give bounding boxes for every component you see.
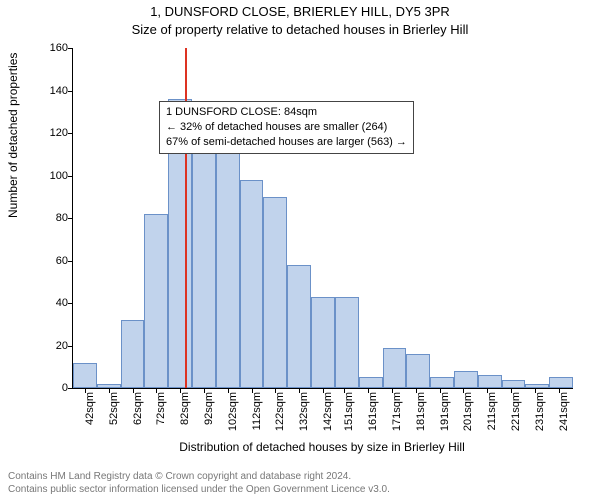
x-tick-label: 211sqm bbox=[486, 392, 498, 432]
y-tick-mark bbox=[68, 218, 73, 219]
y-tick-mark bbox=[68, 91, 73, 92]
y-tick-label: 100 bbox=[8, 170, 68, 182]
annotation-line-1: 1 DUNSFORD CLOSE: 84sqm bbox=[166, 105, 407, 120]
histogram-bar bbox=[525, 384, 549, 388]
y-tick-mark bbox=[68, 261, 73, 262]
histogram-bar bbox=[311, 297, 335, 388]
annotation-line-2: ← 32% of detached houses are smaller (26… bbox=[166, 120, 407, 135]
histogram-bar bbox=[502, 380, 526, 389]
histogram-bar bbox=[454, 371, 478, 388]
y-tick-label: 160 bbox=[8, 42, 68, 54]
x-tick-label: 201sqm bbox=[462, 392, 474, 432]
x-tick-label: 231sqm bbox=[534, 392, 546, 432]
x-tick-label: 52sqm bbox=[108, 392, 120, 432]
y-tick-mark bbox=[68, 388, 73, 389]
histogram-bar bbox=[121, 320, 145, 388]
x-tick-label: 102sqm bbox=[227, 392, 239, 432]
histogram-bar bbox=[263, 197, 287, 388]
histogram-bar bbox=[478, 375, 502, 388]
histogram-bar bbox=[192, 116, 216, 388]
x-tick-label: 142sqm bbox=[322, 392, 334, 432]
histogram-bar bbox=[430, 377, 454, 388]
x-tick-label: 92sqm bbox=[203, 392, 215, 432]
annotation-line-3: 67% of semi-detached houses are larger (… bbox=[166, 135, 407, 150]
x-tick-label: 42sqm bbox=[84, 392, 96, 432]
y-tick-label: 60 bbox=[8, 255, 68, 267]
x-tick-label: 181sqm bbox=[415, 392, 427, 432]
x-axis-label: Distribution of detached houses by size … bbox=[72, 440, 572, 454]
histogram-bar bbox=[359, 377, 383, 388]
y-tick-label: 80 bbox=[8, 212, 68, 224]
histogram-bar bbox=[383, 348, 407, 388]
y-tick-mark bbox=[68, 48, 73, 49]
x-tick-label: 122sqm bbox=[274, 392, 286, 432]
annotation-box: 1 DUNSFORD CLOSE: 84sqm ← 32% of detache… bbox=[159, 101, 414, 154]
x-tick-label: 151sqm bbox=[343, 392, 355, 432]
y-tick-mark bbox=[68, 176, 73, 177]
x-tick-label: 161sqm bbox=[367, 392, 379, 432]
x-tick-label: 72sqm bbox=[155, 392, 167, 432]
histogram-bar bbox=[335, 297, 359, 388]
histogram-bar bbox=[73, 363, 97, 389]
chart-title-line2: Size of property relative to detached ho… bbox=[0, 22, 600, 37]
x-tick-label: 171sqm bbox=[391, 392, 403, 432]
plot-area: 1 DUNSFORD CLOSE: 84sqm ← 32% of detache… bbox=[72, 48, 573, 389]
y-tick-label: 40 bbox=[8, 297, 68, 309]
reference-marker-line bbox=[185, 48, 187, 388]
y-tick-label: 140 bbox=[8, 85, 68, 97]
x-tick-label: 132sqm bbox=[298, 392, 310, 432]
x-tick-label: 112sqm bbox=[251, 392, 263, 432]
histogram-bar bbox=[549, 377, 573, 388]
y-tick-mark bbox=[68, 303, 73, 304]
y-tick-label: 0 bbox=[8, 382, 68, 394]
y-tick-label: 120 bbox=[8, 127, 68, 139]
x-tick-label: 241sqm bbox=[558, 392, 570, 432]
histogram-bar bbox=[406, 354, 430, 388]
x-tick-label: 191sqm bbox=[439, 392, 451, 432]
x-tick-label: 62sqm bbox=[132, 392, 144, 432]
chart-title-line1: 1, DUNSFORD CLOSE, BRIERLEY HILL, DY5 3P… bbox=[0, 4, 600, 19]
histogram-bar bbox=[144, 214, 168, 388]
chart-container: 1, DUNSFORD CLOSE, BRIERLEY HILL, DY5 3P… bbox=[0, 0, 600, 500]
y-tick-mark bbox=[68, 346, 73, 347]
attribution-text: Contains HM Land Registry data © Crown c… bbox=[8, 470, 390, 496]
y-tick-mark bbox=[68, 133, 73, 134]
histogram-bar bbox=[240, 180, 264, 388]
x-tick-label: 82sqm bbox=[179, 392, 191, 432]
x-tick-label: 221sqm bbox=[510, 392, 522, 432]
y-tick-label: 20 bbox=[8, 340, 68, 352]
histogram-bar bbox=[287, 265, 311, 388]
